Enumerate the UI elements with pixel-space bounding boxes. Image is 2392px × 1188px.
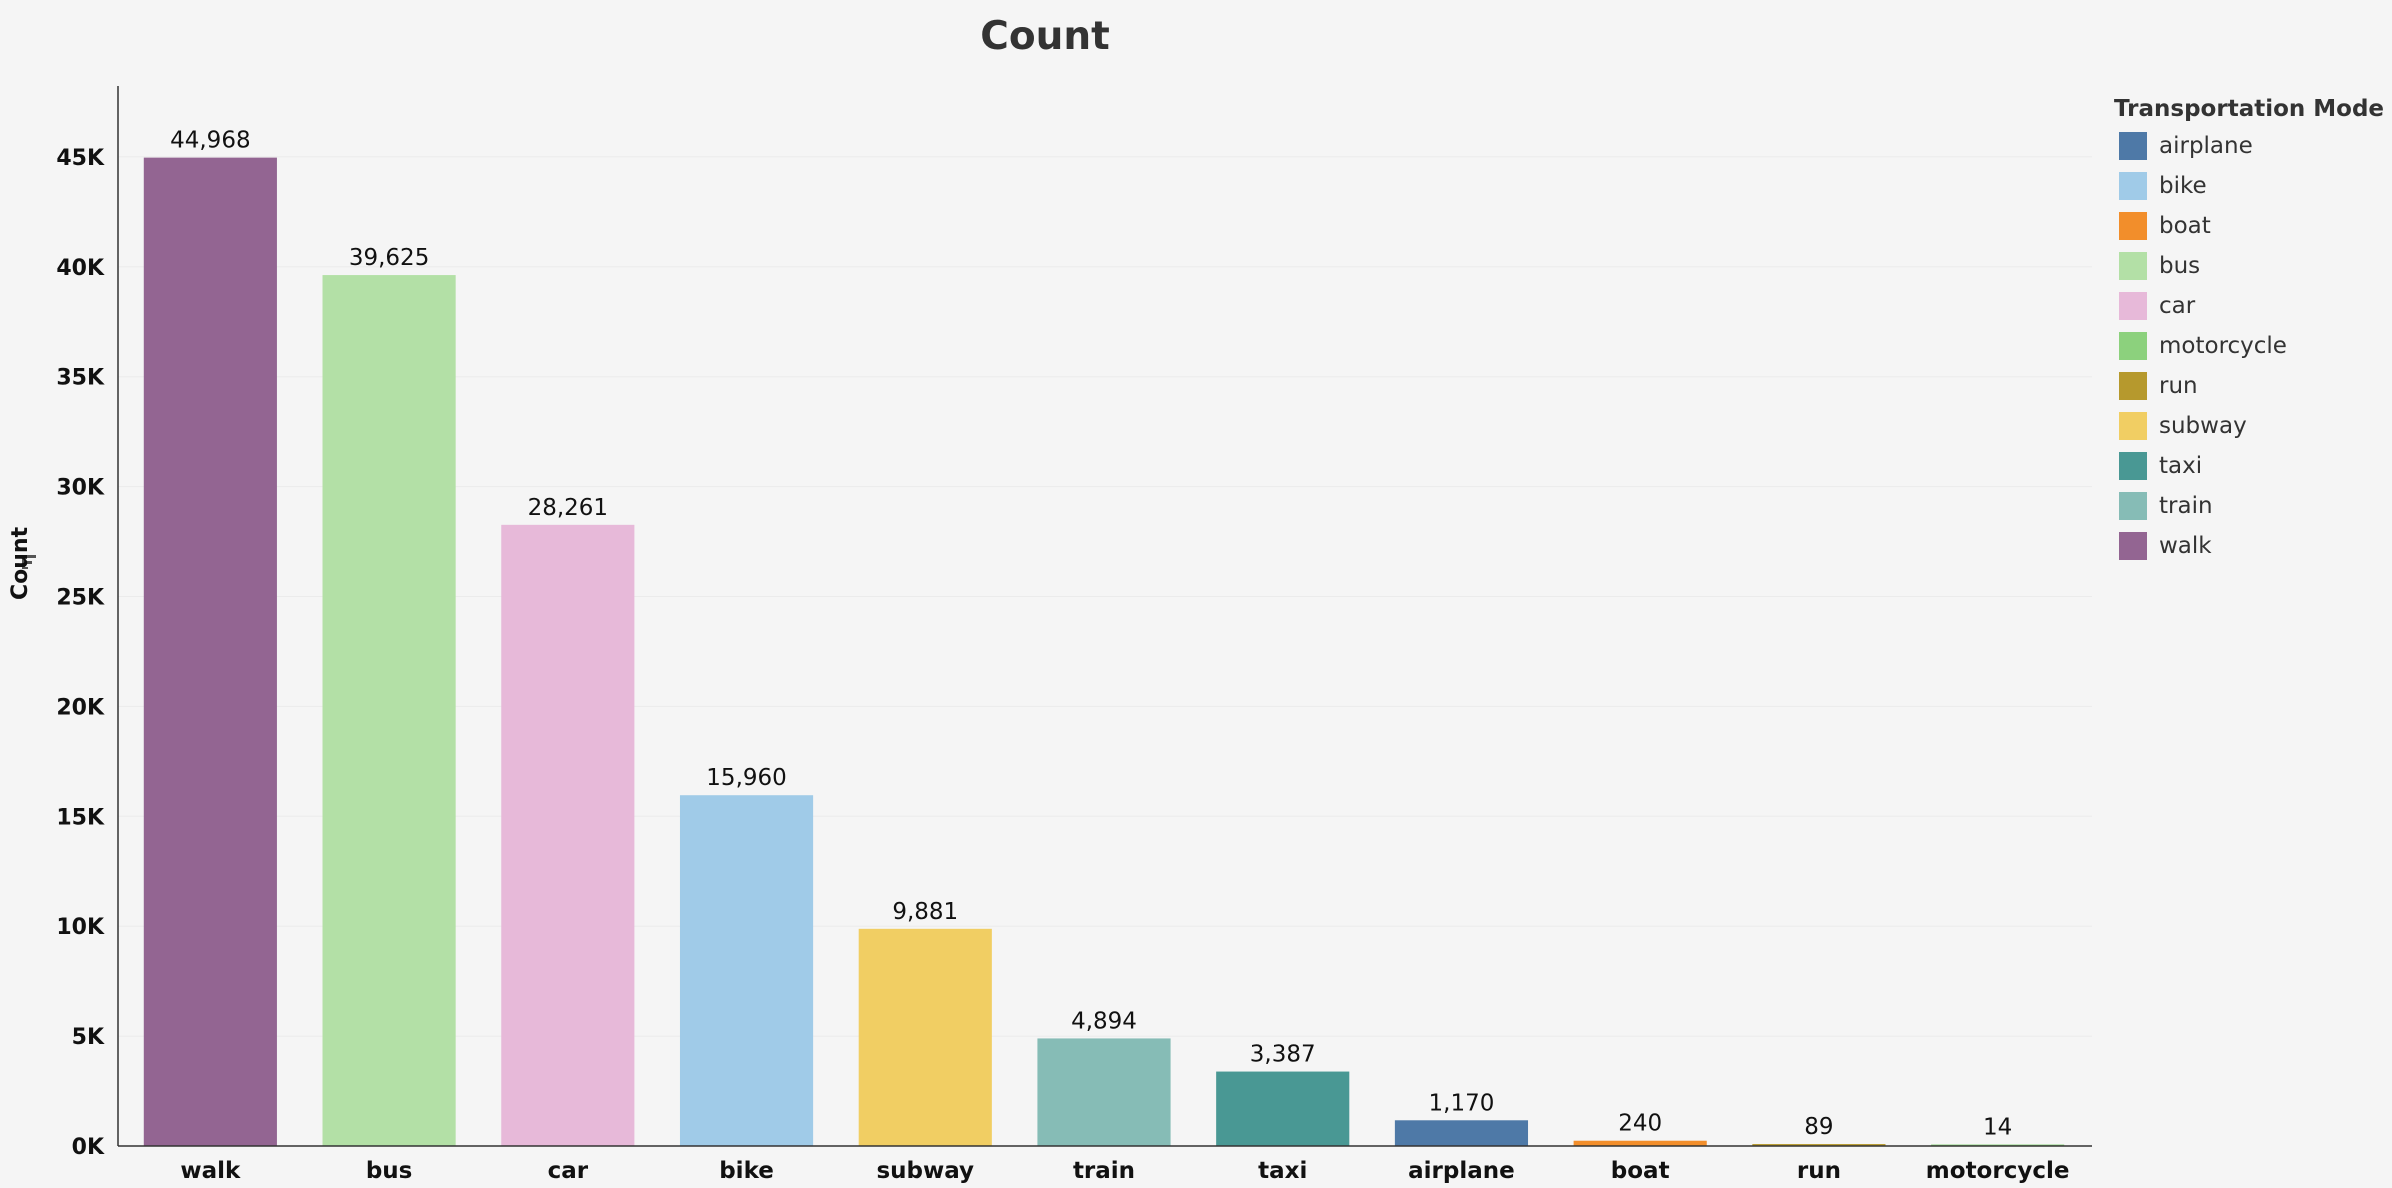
legend-item-motorcycle[interactable]: motorcycle — [2114, 326, 2384, 366]
x-tick-label-train: train — [1073, 1158, 1135, 1184]
bar-bus[interactable] — [322, 275, 456, 1146]
legend-label-bike: bike — [2159, 173, 2207, 199]
value-label-boat: 240 — [1618, 1111, 1662, 1137]
legend-label-subway: subway — [2159, 413, 2247, 439]
legend-item-bike[interactable]: bike — [2114, 166, 2384, 206]
value-labels: 44,968 39,625 28,261 15,960 9,881 4,894 3,387 1… — [170, 128, 2012, 1141]
y-tick-label: 40K — [56, 256, 105, 281]
legend-item-taxi[interactable]: taxi — [2114, 446, 2384, 486]
legend-swatch-train — [2119, 492, 2147, 520]
y-tick-label: 30K — [56, 476, 105, 501]
bar-walk[interactable] — [143, 157, 277, 1147]
legend-swatch-bike — [2119, 172, 2147, 200]
value-label-subway: 9,881 — [892, 899, 958, 925]
y-tick-label: 15K — [56, 805, 105, 830]
x-tick-label-bike: bike — [719, 1158, 774, 1184]
y-tick-labels: 0K 5K 10K 15K 20K 25K 30K 35K 40K 45K — [56, 146, 105, 1160]
legend-item-train[interactable]: train — [2114, 486, 2384, 526]
legend-label-airplane: airplane — [2159, 133, 2253, 159]
legend-swatch-boat — [2119, 212, 2147, 240]
y-tick-label: 35K — [56, 366, 105, 391]
x-tick-label-bus: bus — [366, 1158, 413, 1184]
x-tick-labels: walk bus car bike subway train taxi airplane boa… — [180, 1158, 2069, 1184]
y-tick-label: 10K — [56, 915, 105, 940]
value-label-motorcycle: 14 — [1983, 1115, 2012, 1141]
bar-subway[interactable] — [858, 928, 992, 1146]
value-label-bus: 39,625 — [349, 245, 429, 271]
y-tick-label: 5K — [72, 1025, 105, 1050]
value-label-airplane: 1,170 — [1429, 1090, 1495, 1116]
legend-swatch-taxi — [2119, 452, 2147, 480]
y-axis-title: Count — [8, 526, 33, 600]
legend-swatch-run — [2119, 372, 2147, 400]
legend-label-car: car — [2159, 293, 2196, 319]
x-tick-label-airplane: airplane — [1408, 1158, 1515, 1184]
y-tick-label: 20K — [56, 695, 105, 720]
x-tick-label-walk: walk — [180, 1158, 241, 1184]
value-label-car: 28,261 — [528, 495, 608, 521]
legend-swatch-subway — [2119, 412, 2147, 440]
legend-swatch-motorcycle — [2119, 332, 2147, 360]
legend: Transportation Mode airplane bike boat bus c… — [2114, 92, 2384, 566]
bar-run[interactable] — [1752, 1144, 1886, 1146]
legend-label-walk: walk — [2159, 533, 2212, 559]
bar-bike[interactable] — [679, 795, 814, 1146]
bar-airplane[interactable] — [1394, 1120, 1529, 1146]
legend-label-taxi: taxi — [2159, 453, 2203, 479]
value-label-train: 4,894 — [1071, 1008, 1137, 1034]
chart-title: Count — [980, 14, 1110, 59]
value-label-bike: 15,960 — [706, 765, 786, 791]
bar-taxi[interactable] — [1216, 1071, 1350, 1146]
bars — [143, 157, 2065, 1147]
legend-items: airplane bike boat bus car motorcycle run subwa… — [2114, 126, 2384, 566]
bar-boat[interactable] — [1573, 1140, 1707, 1146]
bar-train[interactable] — [1037, 1038, 1171, 1146]
axes — [117, 86, 2092, 1147]
legend-label-bus: bus — [2159, 253, 2201, 279]
legend-item-subway[interactable]: subway — [2114, 406, 2384, 446]
legend-label-boat: boat — [2159, 213, 2211, 239]
sort-descending-icon[interactable] — [20, 553, 38, 571]
legend-item-car[interactable]: car — [2114, 286, 2384, 326]
x-tick-label-run: run — [1797, 1158, 1841, 1184]
y-tick-label: 25K — [56, 586, 105, 611]
legend-swatch-car — [2119, 292, 2147, 320]
legend-swatch-airplane — [2119, 132, 2147, 160]
legend-item-walk[interactable]: walk — [2114, 526, 2384, 566]
x-tick-label-motorcycle: motorcycle — [1926, 1158, 2070, 1184]
legend-label-motorcycle: motorcycle — [2159, 333, 2287, 359]
y-tick-label: 0K — [72, 1135, 105, 1160]
legend-item-bus[interactable]: bus — [2114, 246, 2384, 286]
x-tick-label-taxi: taxi — [1258, 1158, 1307, 1184]
value-label-walk: 44,968 — [170, 128, 250, 154]
x-tick-label-subway: subway — [876, 1158, 974, 1184]
legend-item-boat[interactable]: boat — [2114, 206, 2384, 246]
x-tick-label-boat: boat — [1611, 1158, 1670, 1184]
legend-item-airplane[interactable]: airplane — [2114, 126, 2384, 166]
legend-swatch-walk — [2119, 532, 2147, 560]
value-label-taxi: 3,387 — [1250, 1042, 1316, 1068]
value-label-run: 89 — [1804, 1114, 1833, 1140]
legend-item-run[interactable]: run — [2114, 366, 2384, 406]
legend-label-train: train — [2159, 493, 2213, 519]
y-tick-label: 45K — [56, 146, 105, 171]
legend-swatch-bus — [2119, 252, 2147, 280]
bar-car[interactable] — [501, 524, 635, 1146]
legend-label-run: run — [2159, 373, 2198, 399]
x-tick-label-car: car — [548, 1158, 589, 1184]
bar-chart: 44,968 39,625 28,261 15,960 9,881 4,894 3,387 1… — [56, 86, 2092, 1184]
legend-title: Transportation Mode — [2114, 96, 2385, 122]
